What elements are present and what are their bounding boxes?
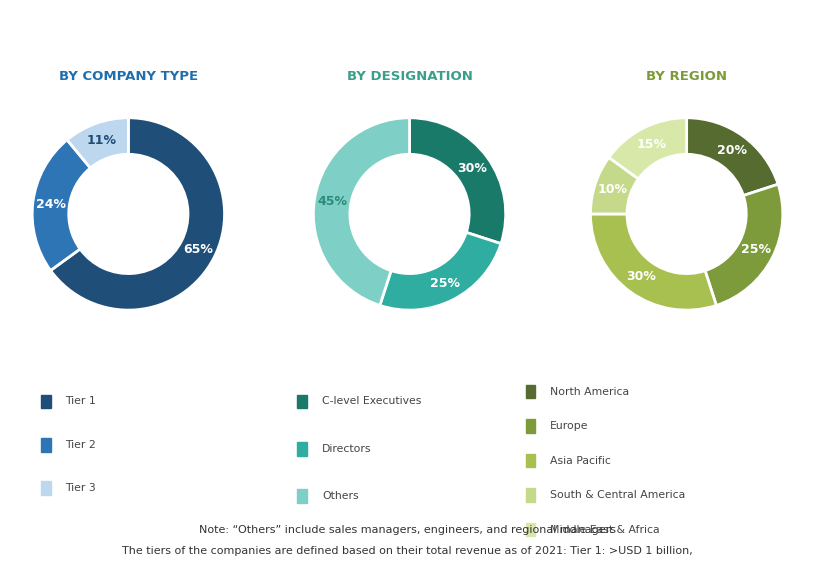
Bar (41, 481, 51, 495)
Bar (297, 489, 307, 503)
Text: 45%: 45% (318, 195, 348, 208)
Bar (526, 454, 535, 467)
Wedge shape (51, 118, 224, 310)
Text: South & Central America: South & Central America (550, 490, 685, 500)
Bar (526, 488, 535, 502)
Text: Europe: Europe (550, 421, 588, 431)
Text: Asia Pacific: Asia Pacific (550, 455, 611, 466)
Wedge shape (409, 118, 505, 244)
Text: 30%: 30% (626, 270, 656, 283)
Bar (41, 395, 51, 408)
Text: 15%: 15% (637, 138, 667, 151)
Bar (297, 442, 307, 455)
Text: Directors: Directors (322, 444, 372, 454)
Text: Middle East & Africa: Middle East & Africa (550, 525, 660, 534)
Wedge shape (590, 214, 716, 310)
Wedge shape (705, 184, 782, 305)
Text: Tier 2: Tier 2 (65, 440, 96, 450)
Bar (526, 522, 535, 537)
Text: 24%: 24% (36, 198, 66, 211)
Bar (526, 385, 535, 399)
Text: C-level Executives: C-level Executives (322, 396, 421, 406)
Wedge shape (33, 140, 90, 270)
Text: 11%: 11% (87, 134, 117, 147)
Title: BY REGION: BY REGION (646, 70, 727, 83)
Circle shape (352, 157, 467, 271)
Wedge shape (609, 118, 687, 179)
Bar (526, 419, 535, 433)
Text: 25%: 25% (741, 243, 771, 256)
Wedge shape (314, 118, 410, 305)
Text: Tier 3: Tier 3 (65, 483, 96, 493)
Text: Others: Others (322, 491, 359, 501)
Bar (41, 438, 51, 452)
Circle shape (629, 157, 744, 271)
Title: BY DESIGNATION: BY DESIGNATION (346, 70, 473, 83)
Text: North America: North America (550, 387, 629, 396)
Text: 30%: 30% (457, 162, 487, 175)
Circle shape (71, 157, 186, 271)
Wedge shape (590, 158, 638, 214)
Wedge shape (380, 233, 501, 310)
Wedge shape (686, 118, 778, 195)
Bar (297, 395, 307, 408)
Text: Tier 1: Tier 1 (65, 396, 96, 406)
Title: BY COMPANY TYPE: BY COMPANY TYPE (59, 70, 198, 83)
Text: The tiers of the companies are defined based on their total revenue as of 2021: : The tiers of the companies are defined b… (122, 546, 693, 556)
Wedge shape (67, 118, 129, 168)
Text: 25%: 25% (430, 277, 460, 290)
Text: 10%: 10% (597, 184, 628, 196)
Text: 65%: 65% (183, 243, 213, 256)
Text: 20%: 20% (717, 145, 747, 158)
Text: Note: “Others” include sales managers, engineers, and regional managers: Note: “Others” include sales managers, e… (199, 525, 616, 534)
